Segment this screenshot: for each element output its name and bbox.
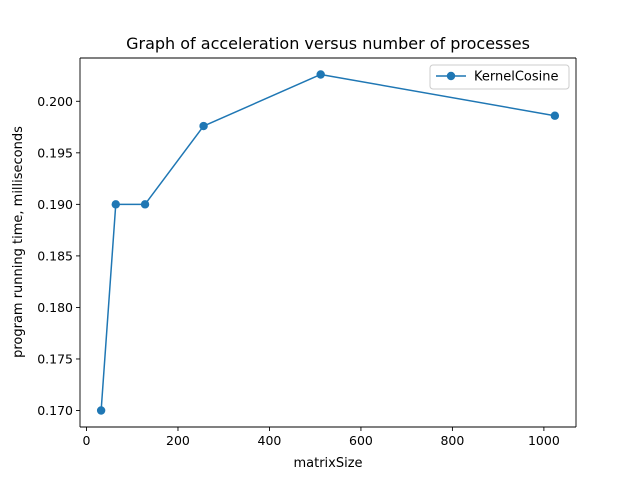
legend-box [429,64,570,90]
x-tick-label: 0 [83,433,91,448]
y-tick-label: 0.180 [37,300,73,315]
data-point [550,111,560,120]
x-axis-label: matrixSize [293,456,362,471]
data-point [140,200,150,209]
legend-marker-swatch [446,71,456,81]
data-point [316,70,325,79]
axes: 0 200 400 600 800 1000 0.170 0.175 0.180 0.185 0.1… [37,57,577,448]
legend: KernelCosine [429,64,570,90]
x-tick-label: 400 [258,433,282,448]
x-tick-label: 800 [440,433,464,448]
data-point [111,200,120,209]
x-tick-label: 1000 [528,433,560,448]
y-tick-label: 0.200 [37,94,73,109]
y-tick-label: 0.175 [37,351,73,366]
y-tick-label: 0.195 [37,145,73,160]
series-line [100,73,556,411]
plot-area [96,70,560,415]
y-tick-label: 0.185 [37,248,73,263]
y-tick-label: 0.190 [37,197,73,212]
legend-label: KernelCosine [474,70,559,85]
y-axis-label: program running time, milliseconds [11,126,26,358]
x-tick-label: 200 [166,433,190,448]
data-point [96,406,106,415]
y-tick-label: 0.170 [37,403,73,418]
chart-title: Graph of acceleration versus number of p… [126,34,530,53]
data-point [199,121,208,131]
x-tick-label: 600 [349,433,373,448]
